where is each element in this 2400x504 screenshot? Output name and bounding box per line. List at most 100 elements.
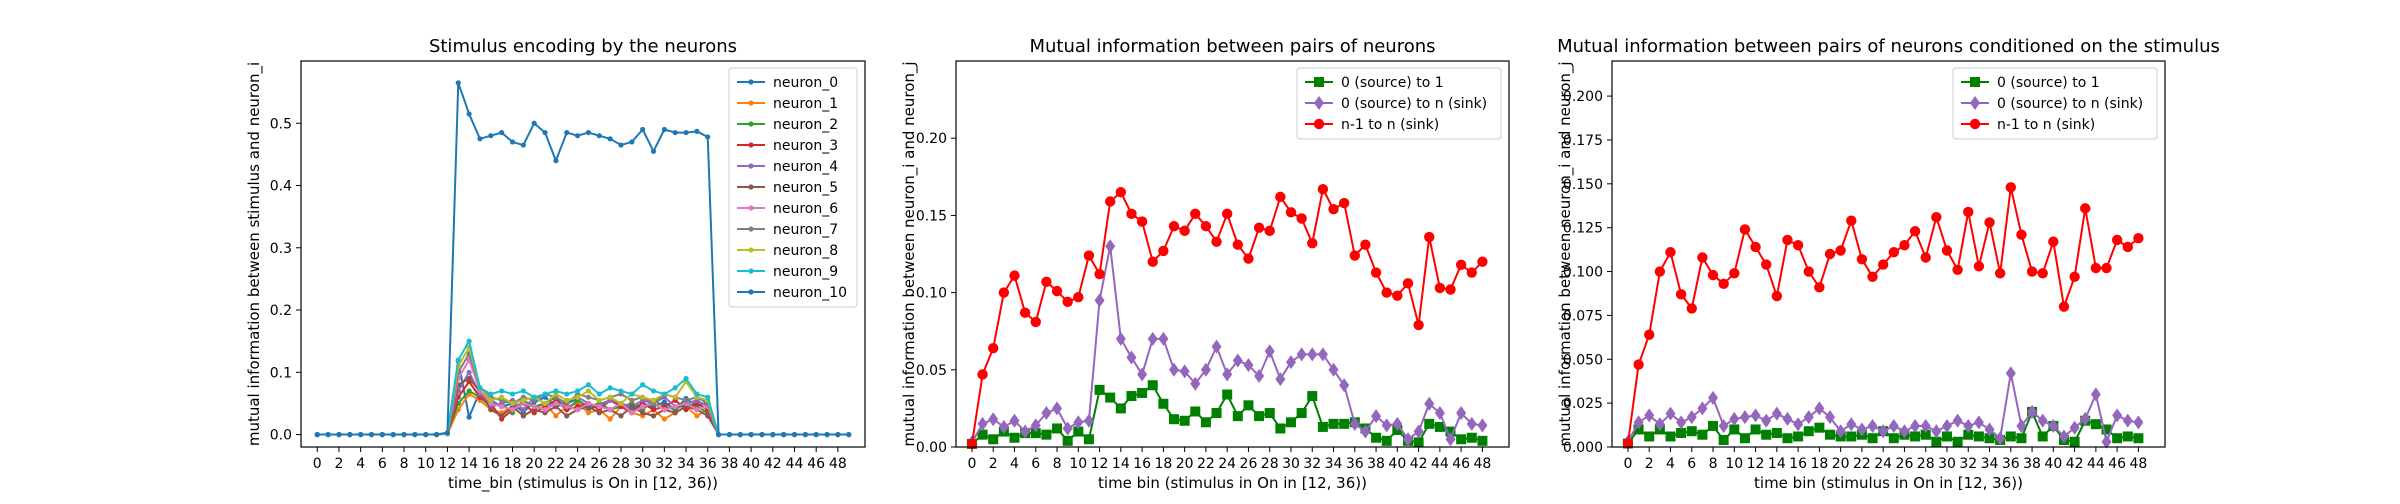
data-point (770, 431, 776, 438)
data-point (1221, 208, 1233, 220)
data-point (466, 375, 472, 382)
legend-swatch-marker (748, 184, 754, 190)
data-point (574, 133, 581, 139)
data-point (1062, 296, 1073, 308)
data-point (1931, 424, 1942, 439)
x-tick-label: 38 (2023, 456, 2041, 472)
data-point (1030, 316, 1041, 328)
legend-swatch-marker (748, 268, 754, 274)
legend-label: neuron_7 (773, 222, 838, 238)
data-point (1211, 339, 1222, 354)
data-point (1285, 207, 1297, 218)
x-tick-label: 4 (356, 456, 365, 472)
data-point (672, 394, 678, 400)
data-point (455, 357, 461, 363)
x-tick-label: 0 (1623, 456, 1632, 472)
data-point (1296, 213, 1307, 224)
legend-label: neuron_10 (773, 285, 847, 301)
data-point (2048, 236, 2059, 247)
data-point (1771, 427, 1782, 438)
data-point (607, 394, 613, 400)
data-point (683, 397, 689, 403)
y-tick-label: 0.175 (1563, 133, 1603, 149)
data-point (2080, 203, 2091, 214)
y-tick-label: 0.3 (270, 241, 292, 257)
data-point (1697, 401, 1708, 416)
data-point (1211, 236, 1222, 247)
data-point (1867, 271, 1878, 283)
data-point (1824, 248, 1836, 260)
data-point (574, 407, 581, 413)
data-point (1317, 183, 1329, 195)
data-point (607, 385, 613, 391)
legend-swatch-marker (748, 79, 754, 85)
y-tick-label: 0.2 (270, 303, 292, 319)
data-point (1020, 424, 1031, 439)
data-point (1477, 435, 1488, 446)
data-point (1424, 396, 1435, 411)
legend-item: 0 (source) to n (sink) (1961, 96, 2143, 112)
x-tick-label: 4 (1666, 456, 1675, 472)
data-point (1793, 417, 1804, 432)
data-point (1200, 221, 1212, 232)
data-point (1466, 432, 1477, 443)
x-tick-label: 36 (699, 456, 717, 472)
data-point (1920, 429, 1931, 440)
x-tick-label: 14 (1768, 456, 1786, 472)
data-point (1339, 418, 1350, 429)
data-point (672, 385, 678, 391)
data-point (683, 129, 689, 136)
series-line (317, 358, 849, 436)
x-tick-label: 10 (417, 456, 435, 472)
legend-item: neuron_9 (737, 264, 838, 280)
data-point (694, 391, 700, 397)
data-point (1275, 372, 1286, 387)
data-point (1179, 225, 1190, 237)
x-tick-label: 2 (335, 456, 344, 472)
data-point (1296, 347, 1307, 362)
data-point (1126, 391, 1137, 402)
x-axis-label: time bin (stimulus in On in [12, 36)) (1098, 474, 1367, 492)
legend-item: neuron_2 (737, 117, 838, 133)
x-tick-label: 30 (1938, 456, 1956, 472)
data-point (1285, 417, 1296, 428)
data-point (1952, 436, 1963, 447)
data-point (1963, 418, 1974, 433)
legend-swatch-marker (1314, 77, 1324, 87)
data-point (1009, 432, 1020, 443)
x-tick-label: 32 (1959, 456, 1977, 472)
x-tick-label: 26 (590, 456, 608, 472)
data-point (705, 134, 711, 140)
data-point (412, 431, 418, 438)
data-point (466, 414, 472, 420)
x-tick-label: 38 (721, 456, 739, 472)
legend-label: neuron_5 (773, 180, 838, 196)
data-point (1307, 347, 1318, 362)
data-point (1963, 429, 1974, 440)
data-point (2005, 182, 2016, 193)
data-point (466, 369, 472, 375)
x-tick-label: 48 (2129, 456, 2147, 472)
x-tick-label: 12 (439, 456, 457, 472)
data-point (1984, 422, 1995, 437)
data-point (1041, 406, 1052, 421)
data-point (715, 431, 722, 438)
data-point (314, 431, 320, 438)
data-point (1644, 408, 1655, 423)
x-tick-label: 8 (1709, 456, 1718, 472)
data-point (1030, 428, 1041, 439)
data-point (1360, 424, 1371, 439)
data-point (1633, 415, 1644, 430)
legend-item: neuron_3 (737, 138, 838, 154)
data-point (650, 148, 657, 154)
data-point (618, 142, 624, 148)
data-point (618, 413, 624, 419)
data-point (640, 403, 646, 410)
data-point (2122, 431, 2133, 442)
y-tick-label: 0.0 (270, 428, 292, 444)
data-point (1984, 217, 1995, 228)
data-point (661, 407, 667, 413)
data-point (1466, 416, 1477, 431)
data-point (846, 431, 852, 438)
data-point (596, 391, 602, 397)
